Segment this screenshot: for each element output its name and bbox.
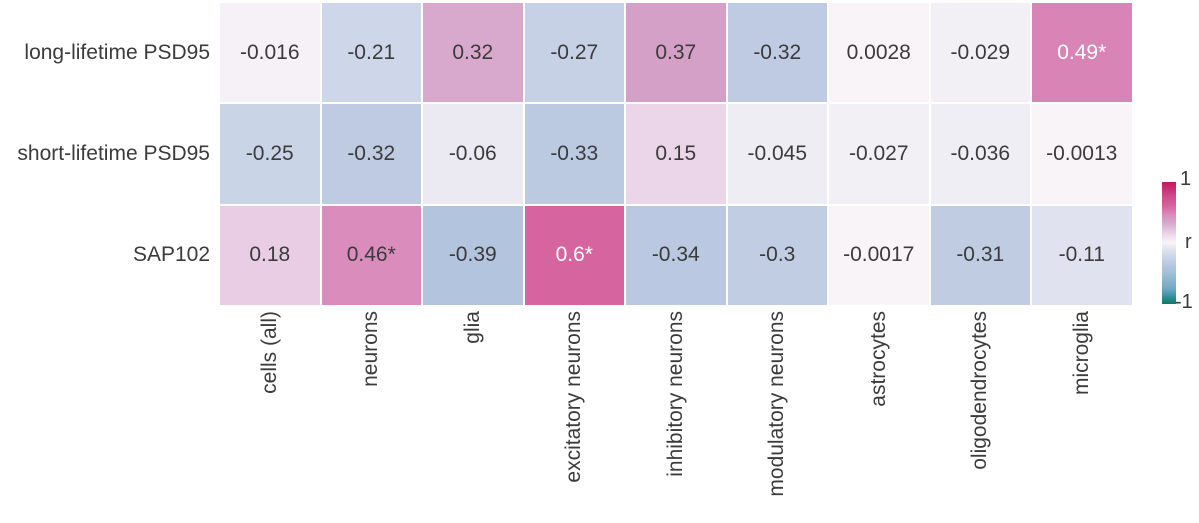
heatmap-cell: -0.0013 (1032, 104, 1132, 204)
heatmap-cell: -0.016 (220, 3, 320, 103)
col-label: modulatory neurons (728, 311, 828, 521)
heatmap-cell: -0.027 (829, 104, 929, 204)
col-label-text: astrocytes (866, 311, 890, 407)
col-labels: cells (all) neurons glia excitatory neurons… (220, 311, 1133, 521)
row-label: SAP102 (132, 243, 210, 267)
heatmap-cell: -0.3 (727, 205, 827, 306)
heatmap-cell: -0.029 (930, 3, 1030, 103)
heatmap-cell: -0.11 (1032, 205, 1132, 306)
heatmap-cell: -0.31 (930, 205, 1030, 306)
col-label: microglia (1032, 311, 1132, 521)
colorbar-title: r (1185, 231, 1192, 253)
col-label-text: oligodendrocytes (968, 311, 992, 470)
colorbar-gradient (1162, 182, 1176, 304)
heatmap-cell: -0.39 (423, 205, 523, 306)
col-label-text: excitatory neurons (562, 311, 586, 483)
heatmap-cell: -0.32 (727, 3, 827, 103)
col-label: neurons (322, 311, 422, 521)
heatmap-cell: -0.27 (524, 3, 624, 103)
col-label-text: glia (460, 311, 484, 344)
heatmap-cell: 0.0028 (829, 3, 929, 103)
col-label: cells (all) (220, 311, 320, 521)
heatmap-cell: -0.32 (321, 104, 421, 204)
col-label: excitatory neurons (525, 311, 625, 521)
row-label: long-lifetime PSD95 (24, 40, 210, 64)
colorbar-max-tick: 1 (1180, 168, 1192, 190)
heatmap-cell: -0.25 (220, 104, 320, 204)
col-label-text: inhibitory neurons (663, 311, 687, 477)
col-label-text: modulatory neurons (765, 311, 789, 497)
heatmap-cell: 0.37 (626, 3, 726, 103)
row-labels: long-lifetime PSD95 short-lifetime PSD95 S… (0, 3, 215, 305)
col-label-text: neurons (359, 311, 383, 387)
heatmap-cell: 0.15 (626, 104, 726, 204)
heatmap-cell: 0.32 (423, 3, 523, 103)
heatmap-cell: 0.46* (321, 205, 421, 306)
heatmap-cell: -0.21 (321, 3, 421, 103)
row-label: short-lifetime PSD95 (17, 142, 210, 166)
col-label: glia (423, 311, 523, 521)
heatmap-cell: 0.18 (220, 205, 320, 306)
heatmap-grid: -0.016 -0.21 0.32 -0.27 0.37 -0.32 0.0028 -0.02… (220, 3, 1132, 306)
heatmap-cell: -0.06 (423, 104, 523, 204)
colorbar-min-tick: -1 (1175, 291, 1193, 313)
heatmap-cell: 0.6* (524, 205, 624, 306)
col-label: astrocytes (829, 311, 929, 521)
col-label: inhibitory neurons (626, 311, 726, 521)
col-label: oligodendrocytes (931, 311, 1031, 521)
heatmap-cell: -0.0017 (829, 205, 929, 306)
col-label-text: cells (all) (257, 311, 281, 394)
col-label-text: microglia (1069, 311, 1093, 396)
heatmap-cell: 0.49* (1032, 3, 1132, 103)
heatmap-cell: -0.33 (524, 104, 624, 204)
heatmap-cell: -0.34 (626, 205, 726, 306)
heatmap-cell: -0.036 (930, 104, 1030, 204)
heatmap-cell: -0.045 (727, 104, 827, 204)
